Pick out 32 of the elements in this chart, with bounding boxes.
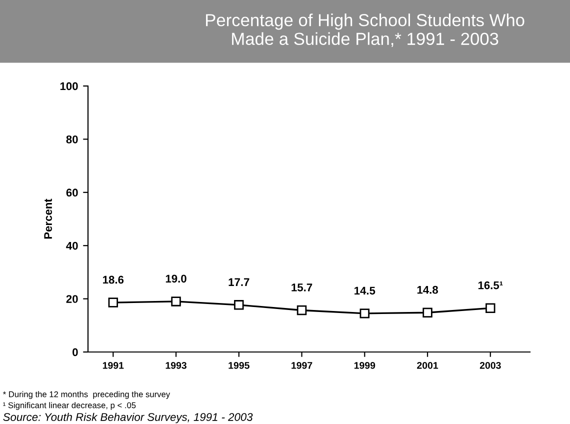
- data-label: 14.8: [417, 286, 438, 294]
- y-tick-label: 80: [66, 135, 78, 144]
- y-tick-label: 20: [66, 295, 78, 303]
- x-tick-label: 2003: [480, 362, 501, 369]
- y-axis-title: Percent: [44, 198, 52, 239]
- x-tick-label: 1997: [292, 362, 312, 369]
- point: [296, 305, 307, 316]
- point: [171, 296, 181, 306]
- y-tick-label: 100: [60, 82, 78, 90]
- chart-title: Percentage of High School Students Who Made a Suicide Plan,* 1991 - 2003: [206, 14, 524, 48]
- data-label: 19.0: [166, 274, 186, 283]
- text: * During the 12 months preceding the survey: [2, 391, 170, 399]
- y-tick-label: 0: [72, 348, 78, 356]
- point: [486, 303, 496, 313]
- y-tick-label: 60: [66, 188, 78, 197]
- x-tick-label: 1991: [102, 362, 124, 369]
- data-label: 15.7: [292, 284, 312, 292]
- x-tick-label: 1993: [166, 362, 186, 369]
- data-label: 14.5: [354, 286, 376, 295]
- point: [108, 298, 118, 308]
- data-label: 16.5¹: [478, 281, 503, 290]
- x-tick-label: 1995: [228, 362, 250, 369]
- source-note: Source: Youth Risk Behavior Surveys, 1991 - 2003: [3, 412, 253, 424]
- x-tick-label: 2001: [417, 362, 438, 369]
- y-tick-label: 40: [66, 242, 78, 250]
- text: ¹ Significant linear decrease, p < .05: [3, 402, 136, 410]
- point: [422, 308, 432, 318]
- point: [360, 308, 370, 318]
- data-label: 18.6: [103, 276, 124, 284]
- data-label: 17.7: [228, 278, 250, 286]
- point: [234, 300, 244, 310]
- x-tick-label: 1999: [354, 362, 376, 369]
